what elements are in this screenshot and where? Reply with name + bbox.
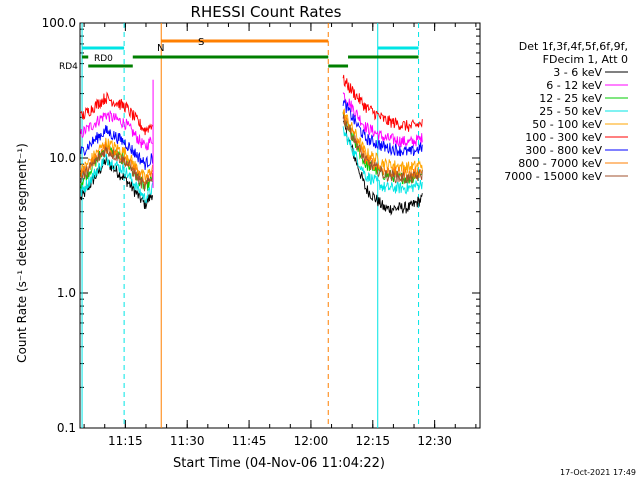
series-line-3	[342, 126, 423, 195]
plot-area: 0.1 1.0 10.0 100.0 11:15 11:30 11:45 12:00 12:15…	[42, 16, 481, 448]
legend-label: 3 - 6 keV	[553, 66, 602, 79]
legend-label: 25 - 50 keV	[539, 105, 602, 118]
series-line-1	[342, 92, 423, 148]
legend-label: 300 - 800 keV	[525, 144, 602, 157]
x-tick-label: 12:00	[294, 434, 329, 448]
x-tick-label: 11:45	[232, 434, 267, 448]
series-line-1	[80, 110, 153, 151]
flag-label-rd4: RD4	[59, 62, 78, 72]
y-tick-label: 0.1	[57, 421, 76, 435]
legend-header: Det 1f,3f,4f,5f,6f,9f,	[519, 40, 628, 53]
flag-label-s: S	[198, 37, 204, 48]
flag-label-rd0: RD0	[94, 54, 113, 64]
chart-title: RHESSI Count Rates	[191, 3, 342, 21]
legend-header: FDecim 1, Att 0	[543, 53, 628, 66]
legend-label: 6 - 12 keV	[546, 79, 602, 92]
y-tick-label: 100.0	[42, 16, 76, 30]
x-tick-label: 11:30	[170, 434, 205, 448]
legend-label: 50 - 100 keV	[532, 118, 602, 131]
plot-frame	[79, 22, 481, 429]
y-tick-label: 1.0	[57, 286, 76, 300]
y-tick-label: 10.0	[49, 151, 76, 165]
series-line-5	[80, 91, 153, 136]
series-line-4	[342, 108, 423, 174]
legend-label: 7000 - 15000 keV	[504, 170, 602, 183]
legend: Det 1f,3f,4f,5f,6f,9f,FDecim 1, Att 03 -…	[504, 40, 628, 183]
series-line-8	[342, 115, 423, 185]
series-line-8	[80, 146, 154, 192]
x-tick-label: 11:15	[108, 434, 143, 448]
series-line-6	[80, 124, 154, 171]
series-line-5	[342, 74, 423, 132]
y-axis-label: Count Rate (s⁻¹ detector segment⁻¹)	[15, 143, 29, 363]
legend-label: 100 - 300 keV	[525, 131, 602, 144]
series-line-3	[80, 152, 154, 204]
x-tick-label: 12:15	[355, 434, 390, 448]
legend-label: 12 - 25 keV	[539, 92, 602, 105]
x-tick-label: 12:30	[417, 434, 452, 448]
flag-label-n: N	[157, 43, 164, 54]
legend-label: 800 - 7000 keV	[518, 157, 602, 170]
series-line-0	[342, 120, 423, 216]
x-axis-label: Start Time (04-Nov-06 11:04:22)	[173, 456, 385, 471]
series-line-6	[342, 98, 423, 157]
timestamp: 17-Oct-2021 17:49	[560, 468, 636, 477]
